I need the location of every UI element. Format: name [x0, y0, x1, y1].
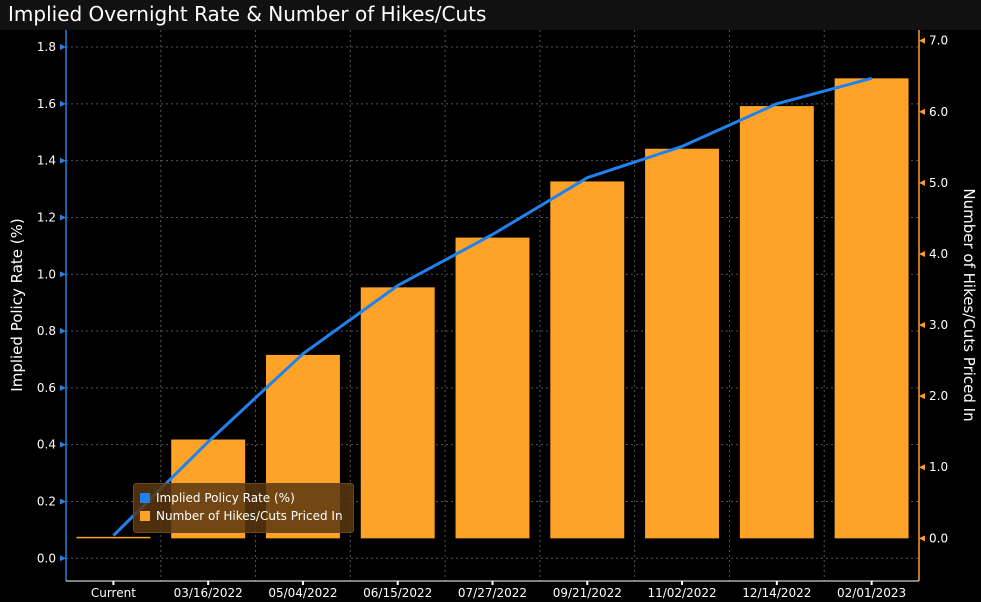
y2-tick-mark — [919, 464, 925, 471]
legend-item-rate: Implied Policy Rate (%) — [140, 491, 295, 507]
legend-swatch-hikes — [140, 511, 150, 521]
y-tick-label: 0.6 — [37, 381, 56, 395]
y2-tick-mark — [919, 322, 925, 329]
x-tick-label: 02/01/2023 — [837, 586, 906, 600]
bar — [739, 106, 814, 539]
y2-tick-mark — [919, 108, 925, 115]
y2-tick-label: 2.0 — [929, 389, 948, 403]
x-tick-label: 06/15/2022 — [363, 586, 432, 600]
y2-tick-label: 6.0 — [929, 105, 948, 119]
y-tick-mark — [60, 384, 66, 391]
title-bar: Implied Overnight Rate & Number of Hikes… — [0, 0, 981, 30]
y2-axis-title: Number of Hikes/Cuts Priced In — [960, 188, 978, 421]
y2-tick-mark — [919, 393, 925, 400]
legend-label-hikes: Number of Hikes/Cuts Priced In — [156, 509, 343, 523]
y2-tick-label: 4.0 — [929, 247, 948, 261]
y-tick-mark — [60, 271, 66, 278]
y-tick-label: 1.2 — [37, 210, 56, 224]
y-tick-mark — [60, 328, 66, 335]
x-tick-label: 05/04/2022 — [268, 586, 337, 600]
bar — [76, 536, 151, 539]
y2-tick-label: 7.0 — [929, 34, 948, 48]
x-tick-label: Current — [91, 586, 136, 600]
y-tick-mark — [60, 441, 66, 448]
y-axis-title: Implied Policy Rate (%) — [8, 218, 26, 391]
x-tick-label: 12/14/2022 — [742, 586, 811, 600]
x-tick-label: 09/21/2022 — [553, 586, 622, 600]
legend-swatch-rate — [140, 493, 150, 503]
y-tick-label: 1.0 — [37, 267, 56, 281]
axes: 0.0 0.2 0.4 0.6 0.8 1.0 1.2 1.4 1.6 1.8 0.0 1.0 2.0 3… — [37, 30, 948, 600]
y-tick-mark — [60, 44, 66, 51]
bar — [550, 181, 625, 539]
y2-tick-label: 0.0 — [929, 531, 948, 545]
y-tick-label: 1.6 — [37, 97, 56, 111]
y-tick-mark — [60, 214, 66, 221]
y2-tick-mark — [919, 535, 925, 542]
y2-tick-label: 1.0 — [929, 460, 948, 474]
legend-label-rate: Implied Policy Rate (%) — [156, 491, 295, 505]
y2-tick-label: 3.0 — [929, 318, 948, 332]
y2-tick-mark — [919, 250, 925, 257]
legend-item-hikes: Number of Hikes/Cuts Priced In — [140, 509, 343, 525]
y-tick-label: 0.8 — [37, 324, 56, 338]
y-tick-label: 1.4 — [37, 154, 56, 168]
y-tick-mark — [60, 498, 66, 505]
line-series — [112, 76, 872, 537]
x-tick-label: 11/02/2022 — [647, 586, 716, 600]
bar — [360, 287, 435, 539]
y-tick-mark — [60, 100, 66, 107]
x-tick-label: 03/16/2022 — [174, 586, 243, 600]
bar — [834, 78, 909, 539]
y-tick-mark — [60, 555, 66, 562]
y2-tick-mark — [919, 37, 925, 44]
legend: Implied Policy Rate (%) Number of Hikes/… — [133, 483, 354, 533]
x-tick-label: 07/27/2022 — [458, 586, 527, 600]
bar — [455, 237, 530, 539]
y-tick-label: 1.8 — [37, 40, 56, 54]
y-tick-label: 0.0 — [37, 551, 56, 565]
y-tick-label: 0.4 — [37, 438, 56, 452]
y-tick-mark — [60, 157, 66, 164]
bar — [645, 148, 720, 539]
y2-tick-label: 5.0 — [929, 176, 948, 190]
y2-tick-mark — [919, 179, 925, 186]
chart-title: Implied Overnight Rate & Number of Hikes… — [8, 2, 487, 26]
bar-series — [76, 78, 909, 539]
y-tick-label: 0.2 — [37, 494, 56, 508]
